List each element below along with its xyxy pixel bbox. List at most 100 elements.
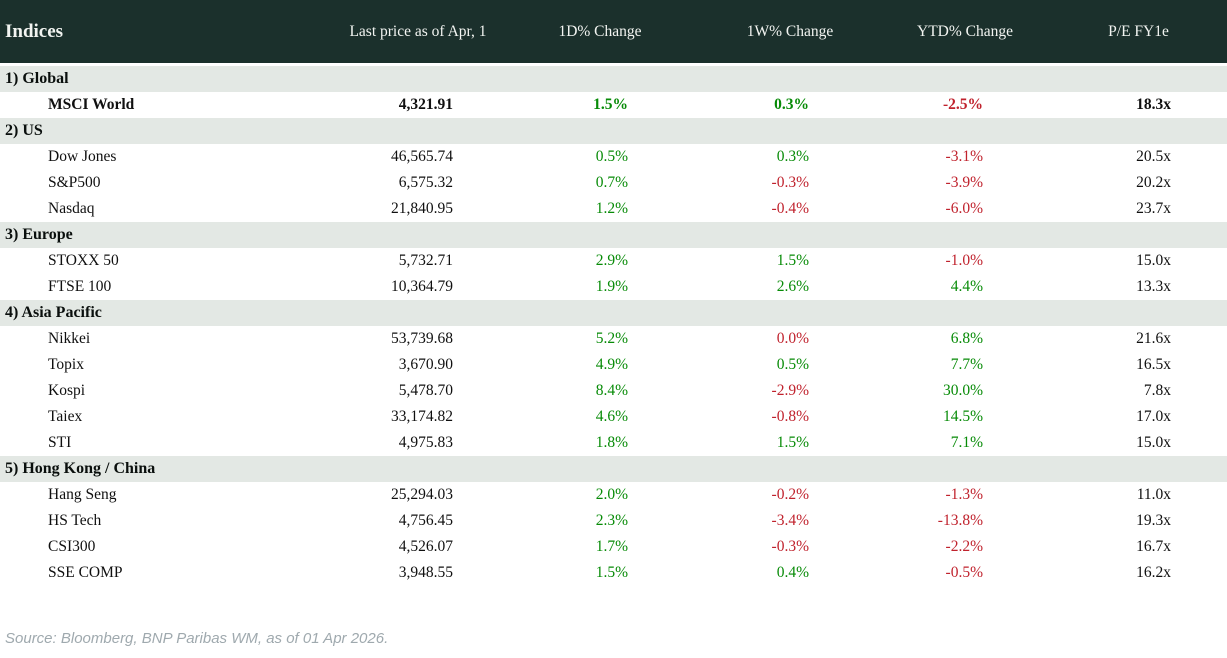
last-price: 25,294.03	[391, 486, 453, 503]
section-label: 1) Global	[5, 70, 69, 87]
section-header-row: 2) US	[0, 118, 1227, 144]
col-header-ytd-change: YTD% Change	[917, 22, 1013, 40]
col-header-1w-change: 1W% Change	[746, 22, 834, 40]
change-1w: 0.3%	[774, 96, 809, 113]
index-row: SSE COMP 3,948.55 1.5% 0.4% -0.5% 16.2x	[0, 560, 1227, 586]
table-body: 1) Global MSCI World 4,321.91 1.5% 0.3% -2.5%…	[0, 66, 1227, 586]
table-header-row: Indices Last price as of Apr, 1 1D% Chan…	[0, 0, 1227, 66]
change-ytd: -1.3%	[945, 486, 983, 503]
index-name: Dow Jones	[48, 148, 117, 165]
change-1d: 0.7%	[595, 174, 628, 191]
change-ytd: 6.8%	[950, 330, 983, 347]
pe-fy1e: 16.2x	[1136, 564, 1171, 581]
change-1w: 0.5%	[776, 356, 809, 373]
col-header-1d-change: 1D% Change	[558, 22, 642, 40]
change-1d: 2.9%	[595, 252, 628, 269]
change-1d: 8.4%	[595, 382, 628, 399]
index-name: Kospi	[48, 382, 86, 399]
last-price: 4,526.07	[398, 538, 453, 555]
change-1w: -0.3%	[771, 538, 809, 555]
change-1w: -0.4%	[771, 200, 809, 217]
change-ytd: -6.0%	[945, 200, 983, 217]
index-name: Taiex	[48, 408, 83, 425]
change-1d: 1.9%	[595, 278, 628, 295]
change-ytd: -3.1%	[945, 148, 983, 165]
change-1d: 0.5%	[595, 148, 628, 165]
section-label: 2) US	[5, 122, 43, 139]
change-1w: 0.0%	[776, 330, 809, 347]
pe-fy1e: 11.0x	[1136, 486, 1171, 503]
change-1d: 2.0%	[595, 486, 628, 503]
change-1w: -3.4%	[771, 512, 809, 529]
index-row: STI 4,975.83 1.8% 1.5% 7.1% 15.0x	[0, 430, 1227, 456]
section-label: 4) Asia Pacific	[5, 304, 102, 321]
source-note: Source: Bloomberg, BNP Paribas WM, as of…	[5, 630, 389, 647]
section-header-row: 4) Asia Pacific	[0, 300, 1227, 326]
change-1w: 1.5%	[776, 252, 809, 269]
change-ytd: 14.5%	[942, 408, 983, 425]
index-name: CSI300	[48, 538, 96, 555]
section-header-row: 1) Global	[0, 66, 1227, 92]
change-ytd: -1.0%	[945, 252, 983, 269]
last-price: 4,756.45	[398, 512, 453, 529]
change-1w: 0.3%	[776, 148, 809, 165]
change-ytd: 4.4%	[950, 278, 983, 295]
change-ytd: 30.0%	[942, 382, 983, 399]
index-name: Nasdaq	[48, 200, 95, 217]
pe-fy1e: 7.8x	[1143, 382, 1171, 399]
index-row: Nasdaq 21,840.95 1.2% -0.4% -6.0% 23.7x	[0, 196, 1227, 222]
change-1d: 5.2%	[595, 330, 628, 347]
last-price: 21,840.95	[391, 200, 453, 217]
pe-fy1e: 16.5x	[1136, 356, 1171, 373]
change-1d: 1.7%	[595, 538, 628, 555]
index-name: STOXX 50	[48, 252, 119, 269]
index-row: STOXX 50 5,732.71 2.9% 1.5% -1.0% 15.0x	[0, 248, 1227, 274]
change-ytd: -13.8%	[937, 512, 983, 529]
index-name: S&P500	[48, 174, 101, 191]
index-name: Hang Seng	[48, 486, 117, 503]
last-price: 33,174.82	[391, 408, 453, 425]
last-price: 4,321.91	[398, 96, 453, 113]
pe-fy1e: 15.0x	[1136, 252, 1171, 269]
last-price: 53,739.68	[391, 330, 453, 347]
index-row: Topix 3,670.90 4.9% 0.5% 7.7% 16.5x	[0, 352, 1227, 378]
last-price: 10,364.79	[391, 278, 453, 295]
change-1w: 1.5%	[776, 434, 809, 451]
change-1w: -0.2%	[771, 486, 809, 503]
table-title: Indices	[5, 20, 64, 42]
pe-fy1e: 13.3x	[1136, 278, 1171, 295]
pe-fy1e: 16.7x	[1136, 538, 1171, 555]
change-ytd: -2.5%	[942, 96, 983, 113]
change-1d: 1.2%	[595, 200, 628, 217]
last-price: 3,948.55	[398, 564, 453, 581]
last-price: 4,975.83	[398, 434, 453, 451]
change-ytd: -0.5%	[945, 564, 983, 581]
section-label: 3) Europe	[5, 226, 73, 243]
change-ytd: 7.1%	[950, 434, 983, 451]
index-row: Hang Seng 25,294.03 2.0% -0.2% -1.3% 11.0x	[0, 482, 1227, 508]
last-price: 46,565.74	[391, 148, 453, 165]
change-1d: 1.8%	[595, 434, 628, 451]
index-row: HS Tech 4,756.45 2.3% -3.4% -13.8% 19.3x	[0, 508, 1227, 534]
index-row: FTSE 100 10,364.79 1.9% 2.6% 4.4% 13.3x	[0, 274, 1227, 300]
change-1w: -0.3%	[771, 174, 809, 191]
pe-fy1e: 23.7x	[1136, 200, 1171, 217]
change-1w: -2.9%	[771, 382, 809, 399]
section-label: 5) Hong Kong / China	[5, 460, 156, 477]
index-name: Nikkei	[48, 330, 91, 347]
index-row: S&P500 6,575.32 0.7% -0.3% -3.9% 20.2x	[0, 170, 1227, 196]
index-name: Topix	[48, 356, 84, 373]
last-price: 5,478.70	[398, 382, 453, 399]
last-price: 3,670.90	[398, 356, 453, 373]
change-ytd: -2.2%	[945, 538, 983, 555]
index-row: MSCI World 4,321.91 1.5% 0.3% -2.5% 18.3x	[0, 92, 1227, 118]
change-1d: 1.5%	[595, 564, 628, 581]
index-row: CSI300 4,526.07 1.7% -0.3% -2.2% 16.7x	[0, 534, 1227, 560]
pe-fy1e: 21.6x	[1136, 330, 1171, 347]
index-row: Kospi 5,478.70 8.4% -2.9% 30.0% 7.8x	[0, 378, 1227, 404]
last-price: 5,732.71	[398, 252, 453, 269]
change-ytd: 7.7%	[950, 356, 983, 373]
index-name: STI	[48, 434, 72, 451]
change-1d: 1.5%	[593, 96, 628, 113]
index-name: HS Tech	[48, 512, 102, 529]
